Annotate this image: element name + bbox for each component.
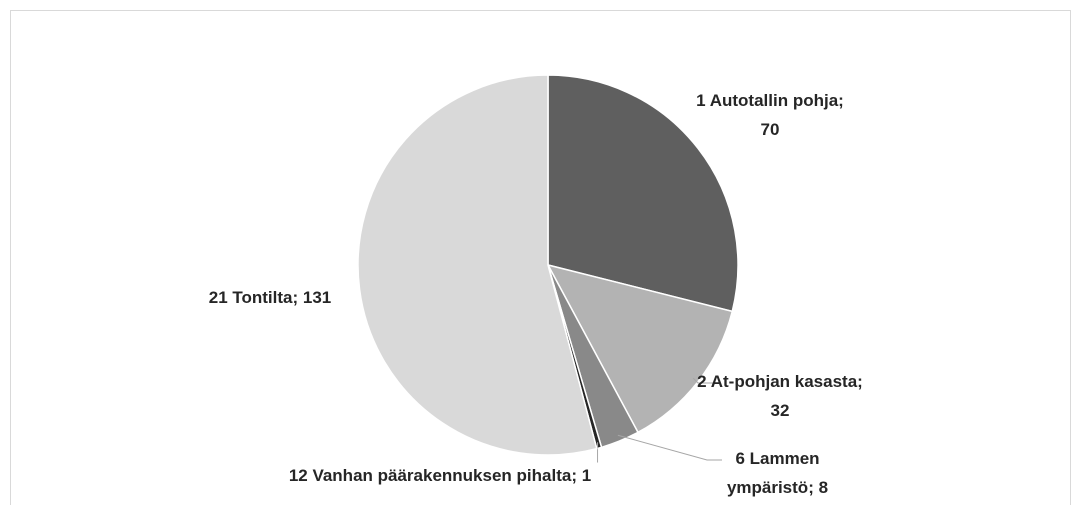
- data-label: 21 Tontilta; 131: [150, 283, 390, 312]
- label-category: 1 Autotallin pohja: [696, 91, 839, 110]
- label-value: 70: [760, 120, 780, 139]
- label-category: 6 Lammen ympäristö: [726, 449, 825, 497]
- leader-line: [692, 377, 713, 384]
- label-separator: ;: [838, 91, 849, 110]
- data-label: 2 At-pohjan kasasta; 32: [690, 367, 870, 425]
- data-label: 6 Lammen ympäristö; 8: [705, 444, 850, 502]
- label-category: 12 Vanhan päärakennuksen pihalta: [288, 466, 572, 485]
- label-value: 32: [770, 401, 790, 420]
- data-label: 12 Vanhan päärakennuksen pihalta; 1: [230, 461, 650, 490]
- leader-line: [597, 442, 599, 463]
- pie-slice: [546, 263, 734, 434]
- label-separator: ;: [571, 466, 582, 485]
- pie-slice: [547, 74, 739, 313]
- label-separator: ;: [857, 372, 868, 391]
- data-label: 1 Autotallin pohja; 70: [690, 86, 850, 144]
- label-category: 2 At-pohjan kasasta: [697, 372, 858, 391]
- label-separator: ;: [292, 288, 303, 307]
- label-category: 21 Tontilta: [208, 288, 293, 307]
- label-value: 1: [581, 466, 592, 485]
- label-separator: ;: [808, 478, 819, 497]
- leader-line: [617, 434, 722, 461]
- chart-frame: [10, 10, 1071, 505]
- label-value: 8: [818, 478, 829, 497]
- pie-slice: [357, 74, 598, 456]
- label-value: 131: [302, 288, 332, 307]
